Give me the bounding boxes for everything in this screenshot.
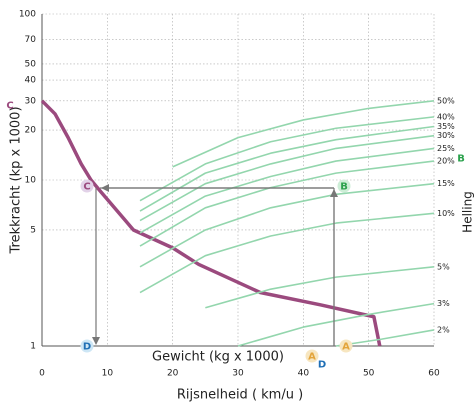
x-tick-label: 0 (39, 369, 45, 379)
x-tick-label: 30 (232, 369, 244, 379)
slope-line (139, 147, 435, 234)
y-tick-label: 30 (25, 96, 37, 106)
y-tick-label: 40 (25, 76, 37, 86)
y-tick-label: 5 (30, 225, 36, 235)
marker-label: A (342, 342, 350, 353)
slope-line (205, 266, 435, 309)
slope-line (237, 302, 435, 347)
slope-line (139, 134, 435, 222)
marker-label: D (83, 342, 91, 353)
marker-circle (80, 339, 94, 353)
slope-label: 2% (437, 325, 450, 334)
traction-curve (40, 99, 382, 347)
slope-label: 20% (437, 157, 455, 166)
marker-label: A (308, 352, 316, 363)
y-tick-label: 70 (25, 35, 37, 45)
slope-label: 35% (437, 122, 455, 131)
x-tick-label: 50 (363, 369, 375, 379)
slope-line (139, 212, 435, 294)
arrow-path (100, 187, 335, 346)
marker-circle (337, 179, 351, 193)
marker-label: C (6, 101, 13, 112)
x-axis-label: Rijsnelheid ( km/u ) (177, 388, 303, 403)
y-tick-label: 10 (25, 176, 37, 186)
marker-label: D (318, 360, 326, 371)
y-tick-label: 20 (25, 126, 37, 136)
y-tick-label: 100 (19, 10, 36, 20)
marker-label: B (340, 182, 348, 193)
slope-label: 30% (437, 131, 455, 140)
x-tick-label: 10 (102, 369, 114, 379)
inner-x-label: Gewicht (kg x 1000) (152, 350, 284, 365)
slope-line (139, 182, 435, 268)
marker-circle (305, 349, 319, 363)
x-tick-label: 60 (428, 369, 440, 379)
slope-label: 50% (437, 96, 455, 105)
y-tick-label: 50 (25, 59, 37, 69)
slope-line (139, 125, 435, 212)
slope-label: 25% (437, 144, 455, 153)
marker-circle (339, 339, 353, 353)
x-tick-label: 20 (167, 369, 179, 379)
marker-label: B (457, 154, 465, 165)
y-tick-label: 1 (30, 342, 36, 352)
marker-circle (80, 179, 94, 193)
slope-line (172, 100, 435, 168)
slope-label: 10% (437, 209, 455, 218)
x-tick-label: 40 (298, 369, 310, 379)
slope-label: 5% (437, 262, 450, 271)
marker-label: C (83, 182, 90, 193)
slope-line (139, 116, 435, 202)
slope-label: 40% (437, 112, 455, 121)
y-axis-label: Trekkracht (kp x 1000) (9, 106, 24, 254)
slope-label: 15% (437, 179, 455, 188)
right-label: Helling (461, 191, 475, 233)
slope-label: 3% (437, 299, 450, 308)
